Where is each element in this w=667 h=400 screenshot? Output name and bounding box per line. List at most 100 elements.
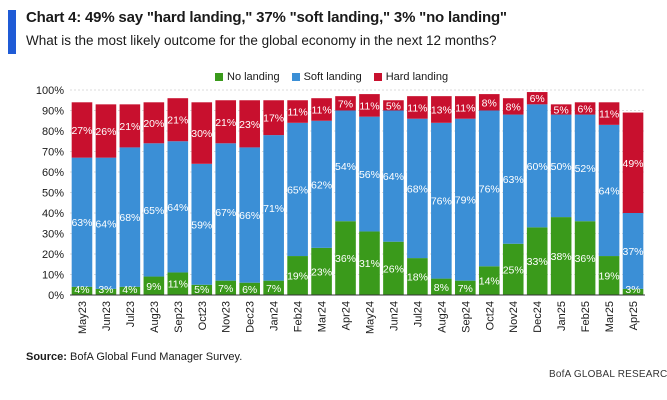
data-label: 37%: [623, 246, 644, 258]
legend-item-soft-landing: Soft landing: [291, 71, 362, 83]
data-label: 18%: [407, 272, 428, 284]
bar-segment: [263, 100, 284, 136]
bar-segment: [502, 98, 524, 115]
x-tick-label: Dec24: [532, 301, 544, 333]
bar-segment: [383, 241, 404, 295]
bar-segment: [263, 280, 284, 295]
data-label: 6%: [578, 103, 593, 115]
bar-segment: [550, 217, 572, 295]
y-tick-label: 20%: [42, 249, 64, 261]
bar-segment: [574, 114, 596, 222]
data-label: 21%: [119, 121, 140, 133]
x-tick-label: Mar24: [317, 301, 329, 332]
bar-segment: [478, 110, 500, 267]
bars-layer: [71, 92, 644, 295]
bar-segment: [407, 258, 428, 295]
bar-segment: [335, 96, 356, 111]
y-tick-label: 30%: [42, 229, 64, 241]
data-label: 54%: [335, 161, 356, 173]
bar-segment: [622, 112, 644, 213]
data-label: 5%: [194, 284, 209, 296]
bar-segment: [119, 104, 141, 148]
chart-title: Chart 4: 49% say "hard landing," 37% "so…: [26, 9, 507, 26]
y-tick-label: 90%: [42, 106, 64, 118]
bar-segment: [622, 213, 644, 289]
bar-segment: [455, 96, 476, 119]
x-tick-label: Aug23: [149, 301, 161, 333]
x-tick-label: May24: [364, 301, 376, 334]
x-tick-label: Sep23: [173, 301, 185, 333]
bar-segment: [407, 118, 428, 259]
data-label: 11%: [407, 102, 427, 114]
bar-segment: [574, 102, 596, 115]
data-label: 19%: [287, 271, 308, 283]
data-label: 31%: [359, 258, 380, 270]
bar-segment: [167, 272, 189, 295]
data-label: 60%: [527, 161, 548, 173]
data-label: 19%: [599, 271, 620, 283]
bar-segment: [239, 100, 260, 148]
data-label: 11%: [311, 104, 331, 116]
legend-swatch-soft-landing: [291, 73, 300, 81]
data-label: 14%: [479, 276, 500, 288]
bar-segment: [478, 94, 500, 111]
bar-segment: [239, 147, 260, 283]
bar-segment: [239, 282, 260, 295]
legend-swatch-hard-landing: [373, 73, 382, 81]
bar-segment: [71, 157, 93, 287]
bar-segment: [143, 143, 165, 277]
bar-segment: [287, 122, 308, 257]
data-label: 76%: [479, 183, 500, 195]
data-label: 30%: [191, 128, 212, 140]
bar-segment: [598, 124, 620, 257]
bar-segment: [191, 102, 213, 164]
bar-segment: [215, 100, 237, 144]
x-tick-label: Jun23: [101, 301, 113, 331]
source-text: BofA Global Fund Manager Survey.: [70, 351, 243, 363]
bar-segment: [550, 104, 572, 115]
x-tick-label: Apr24: [341, 301, 353, 330]
x-tick-label: Mar25: [604, 301, 616, 332]
data-label: 65%: [287, 184, 308, 196]
legend-label-hard-landing: Hard landing: [385, 71, 449, 83]
data-label: 5%: [386, 100, 401, 112]
x-tick-label: Dec23: [245, 301, 257, 333]
bar-segment: [455, 280, 476, 295]
data-labels-layer: 4% 63% 27% 3% 64% 26% 4% 68% 21% 9% 65% 20% 11% 64% 21…: [71, 93, 643, 296]
data-label: 13%: [431, 104, 452, 116]
data-label: 6%: [242, 284, 257, 296]
legend: No landing Soft landing Hard landing: [215, 71, 448, 83]
bar-segment: [95, 288, 117, 295]
data-label: 26%: [95, 126, 116, 138]
bar-segment: [311, 247, 332, 295]
bar-segment: [215, 143, 237, 281]
data-label: 17%: [263, 113, 284, 125]
data-label: 5%: [554, 104, 569, 116]
x-tick-label: Jan24: [269, 301, 281, 331]
chart-subtitle: What is the most likely outcome for the …: [26, 33, 497, 48]
x-tick-label: Oct24: [484, 301, 496, 330]
data-label: 36%: [575, 253, 596, 265]
data-label: 64%: [599, 185, 620, 197]
data-label: 64%: [95, 218, 116, 230]
bar-segment: [383, 100, 404, 111]
bar-segment: [526, 104, 548, 228]
data-label: 68%: [119, 212, 140, 224]
x-tick-label: Nov23: [221, 301, 233, 333]
data-label: 33%: [527, 256, 548, 268]
data-label: 50%: [551, 161, 572, 173]
bar-segment: [598, 102, 620, 125]
bar-segment: [407, 96, 428, 119]
legend-swatch-no-landing: [215, 73, 223, 81]
x-tick-label: Jan25: [556, 301, 568, 331]
data-label: 7%: [458, 283, 473, 295]
y-tick-label: 0%: [48, 290, 64, 302]
data-label: 27%: [71, 125, 92, 137]
bar-segment: [455, 118, 476, 281]
data-label: 36%: [335, 253, 356, 265]
y-tick-label: 60%: [42, 167, 64, 179]
bar-segment: [95, 157, 117, 289]
bar-segment: [431, 96, 452, 123]
data-label: 11%: [455, 102, 475, 114]
x-tick-label: Aug24: [436, 301, 448, 333]
